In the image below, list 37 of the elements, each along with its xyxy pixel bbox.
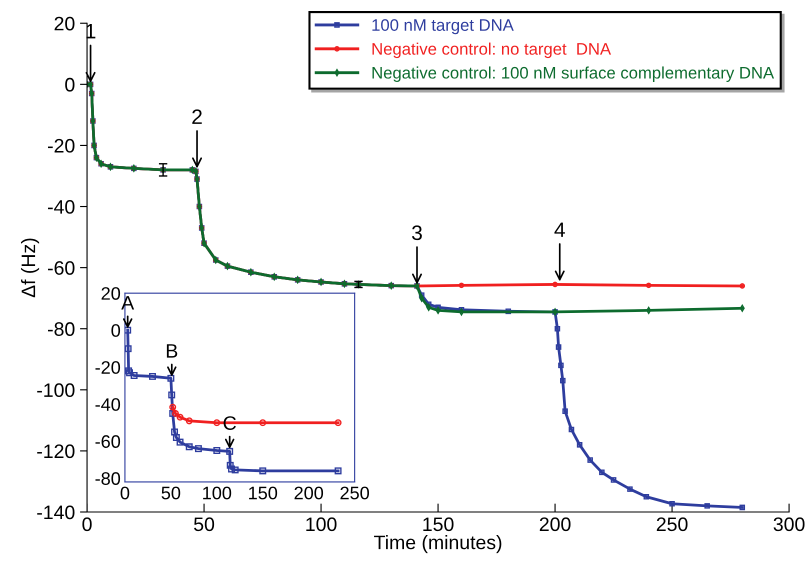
- y-tick-label: 20: [102, 287, 120, 300]
- y-tick-label: 20: [54, 16, 74, 30]
- y-axis-title: Δf (Hz): [20, 238, 40, 298]
- y-tick-label: 0: [65, 78, 74, 92]
- x-tick-label: 250: [656, 517, 688, 532]
- y-tick-label: -60: [48, 261, 74, 275]
- y-tick-label: -60: [95, 435, 120, 448]
- annotation: 2: [192, 109, 202, 124]
- x-tick-label: 200: [540, 517, 571, 532]
- x-tick-label: 150: [249, 486, 278, 500]
- x-tick-label: 0: [82, 517, 92, 532]
- x-tick-label: 150: [423, 517, 454, 532]
- x-tick-label: 50: [194, 517, 214, 532]
- x-tick-label: 50: [162, 486, 180, 500]
- y-tick-label: -140: [37, 505, 74, 520]
- x-tick-label: 100: [203, 486, 232, 500]
- x-tick-label: 0: [120, 486, 130, 500]
- y-tick-label: -20: [48, 138, 74, 153]
- y-tick-label: 0: [111, 324, 120, 337]
- y-tick-label: -80: [95, 472, 120, 485]
- legend-label: 100 nM target DNA: [372, 19, 514, 34]
- y-tick-label: -80: [48, 322, 74, 336]
- y-tick-label: -100: [37, 383, 74, 398]
- x-tick-label: 300: [774, 517, 805, 532]
- legend-label: Negative control: no target DNA: [372, 42, 612, 58]
- x-tick-label: 200: [294, 486, 324, 500]
- annotation: B: [166, 344, 178, 358]
- annotation: 4: [554, 222, 565, 237]
- x-tick-label: 250: [340, 486, 369, 500]
- legend-label: Negative control: 100 nM surface complementary DNA: [372, 66, 774, 82]
- annotation: 3: [412, 225, 422, 240]
- y-tick-label: -20: [95, 361, 120, 374]
- y-tick-label: -120: [37, 444, 74, 458]
- y-tick-label: -40: [95, 398, 120, 411]
- y-tick-label: -40: [48, 200, 74, 214]
- x-axis-title: Time (minutes): [374, 534, 502, 554]
- x-tick-label: 100: [306, 517, 337, 532]
